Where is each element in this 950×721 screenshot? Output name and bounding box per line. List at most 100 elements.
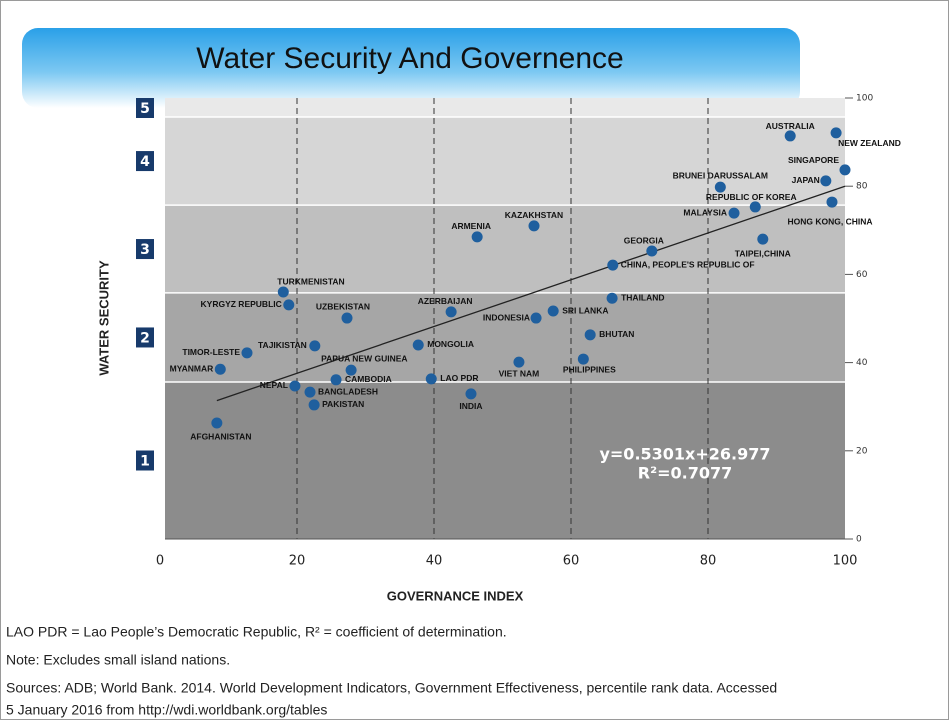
point [308, 399, 320, 411]
point [471, 231, 483, 243]
y-tick-label: 0 [856, 535, 862, 545]
point-label: TAIPEI,CHINA [735, 248, 791, 258]
x-tick-label: 20 [289, 554, 306, 569]
point [277, 286, 289, 298]
point [425, 373, 437, 385]
point [341, 312, 353, 324]
point [820, 175, 832, 187]
x-axis-label: GOVERNANCE INDEX [387, 588, 524, 603]
note: LAO PDR = Lao People’s Democratic Republ… [6, 624, 507, 640]
y-tick-label: 60 [856, 270, 868, 280]
point [530, 312, 542, 324]
point-label: CHINA, PEOPLE'S REPUBLIC OF [621, 259, 755, 269]
point-label: PHILIPPINES [563, 364, 616, 374]
point-label: THAILAND [621, 292, 664, 302]
point-label: TIMOR-LESTE [182, 347, 240, 357]
point [749, 201, 761, 213]
point [606, 292, 618, 304]
point [757, 233, 769, 245]
band [165, 205, 845, 293]
band-badge [136, 98, 154, 118]
point [241, 347, 253, 359]
point [283, 299, 295, 311]
point [646, 245, 658, 257]
point [784, 130, 796, 142]
band-label: 1 [140, 454, 150, 470]
x-tick-label: 80 [700, 554, 717, 569]
point [513, 356, 525, 368]
band-badge [136, 327, 154, 348]
point-label: AZERBAIJAN [418, 296, 473, 306]
point [839, 164, 851, 176]
point-label: MONGOLIA [427, 339, 474, 349]
y-tick-label: 100 [856, 94, 873, 104]
point-label: NEW ZEALAND [838, 138, 901, 148]
band-badge [136, 450, 154, 471]
point [445, 306, 457, 318]
trendline-r2: R²=0.7077 [638, 464, 732, 483]
point-label: NEPAL [260, 380, 288, 390]
point-label: PAKISTAN [322, 399, 364, 409]
point-label: TAJIKISTAN [258, 340, 307, 350]
note: 5 January 2016 from http://wdi.worldbank… [6, 702, 327, 718]
point [714, 181, 726, 193]
trendline-equation: y=0.5301x+26.977 [599, 445, 770, 464]
point [304, 386, 316, 398]
point-label: LAO PDR [440, 373, 478, 383]
point-label: UZBEKISTAN [316, 301, 370, 311]
point-label: MYANMAR [170, 363, 214, 373]
band [165, 116, 845, 206]
point-label: KAZAKHSTAN [505, 210, 563, 220]
trendline [216, 185, 846, 402]
band [165, 382, 845, 539]
point-label: INDIA [459, 401, 482, 411]
point [728, 207, 740, 219]
title-banner [22, 28, 800, 108]
point-label: KYRGYZ REPUBLIC [201, 299, 282, 309]
point-label: ARMENIA [451, 221, 491, 231]
point [826, 196, 838, 208]
point-label: JAPAN [792, 175, 820, 185]
note: Sources: ADB; World Bank. 2014. World De… [6, 680, 777, 696]
point-label: CAMBODIA [345, 374, 392, 384]
x-tick-label: 0 [156, 554, 164, 569]
point [607, 259, 619, 271]
point-label: TURKMENISTAN [277, 276, 344, 286]
point [528, 220, 540, 232]
point [289, 380, 301, 392]
band-badge [136, 239, 154, 260]
point-label: VIET NAM [499, 368, 540, 378]
title: Water Security And Governence [196, 42, 623, 75]
point-label: AFGHANISTAN [190, 431, 251, 441]
band [165, 98, 845, 117]
point [412, 339, 424, 351]
y-tick-label: 80 [856, 182, 868, 192]
point [547, 305, 559, 317]
point [830, 127, 842, 139]
point-label: HONG KONG, CHINA [787, 216, 872, 226]
point-label: AUSTRALIA [766, 121, 815, 131]
point [584, 329, 596, 341]
y-tick-label: 40 [856, 358, 868, 368]
x-tick-label: 40 [426, 554, 443, 569]
point-label: REPUBLIC OF KOREA [706, 192, 797, 202]
point-label: BANGLADESH [318, 386, 378, 396]
point [330, 374, 342, 386]
x-tick-label: 60 [563, 554, 580, 569]
band [165, 292, 845, 383]
point-label: INDONESIA [483, 312, 530, 322]
point [211, 417, 223, 429]
point-label: BHUTAN [599, 329, 634, 339]
x-tick-label: 100 [833, 554, 858, 569]
band-label: 5 [140, 101, 150, 117]
point [214, 363, 226, 375]
point [465, 388, 477, 400]
point-label: GEORGIA [624, 235, 664, 245]
point-label: MALAYSIA [683, 207, 727, 217]
point [577, 353, 589, 365]
band-badge [136, 151, 154, 172]
band-label: 3 [140, 242, 150, 258]
point-label: SRI LANKA [562, 305, 608, 315]
y-tick-label: 20 [856, 446, 868, 456]
point-label: SINGAPORE [788, 155, 839, 165]
